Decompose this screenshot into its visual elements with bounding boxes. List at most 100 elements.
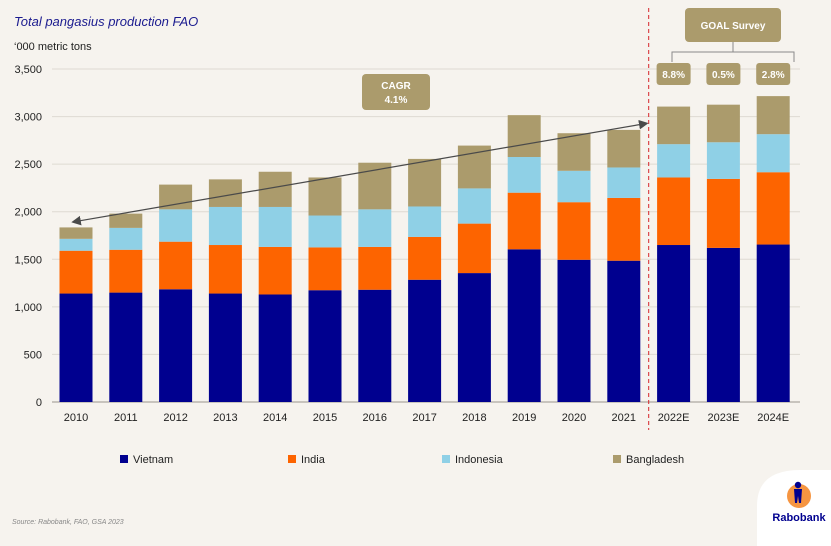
- x-tick-label: 2011: [114, 412, 138, 424]
- x-tick-label: 2024E: [757, 412, 789, 424]
- bar-bangladesh-2012: [159, 184, 193, 210]
- bar-bangladesh-2022E: [657, 106, 691, 145]
- legend: Vietnam India Indonesia Bangladesh: [120, 454, 684, 466]
- bar-bangladesh-2023E: [706, 104, 740, 143]
- goal-survey-label: GOAL Survey: [701, 21, 766, 32]
- x-tick-label: 2010: [64, 412, 88, 424]
- bar-bangladesh-2010: [59, 227, 93, 239]
- legend-swatch: [120, 455, 128, 463]
- y-tick-label: 1,000: [14, 302, 42, 314]
- bar-india-2015: [308, 247, 342, 291]
- bar-indonesia-2014: [258, 206, 292, 247]
- bar-bangladesh-2019: [507, 115, 541, 158]
- bar-indonesia-2022E: [657, 144, 691, 178]
- bar-india-2017: [408, 236, 442, 280]
- bar-bangladesh-2015: [308, 177, 342, 216]
- cagr-trend-arrow: [71, 119, 649, 226]
- bar-india-2020: [557, 202, 591, 260]
- x-tick-label: 2022E: [658, 412, 690, 424]
- annotation-layer: CAGR 4.1% GOAL Survey 8.8% 0.5% 2.8%: [71, 8, 795, 430]
- bar-vietnam-2011: [109, 292, 143, 402]
- bar-vietnam-2019: [507, 249, 541, 402]
- bar-india-2013: [208, 245, 242, 294]
- growth-label: 0.5%: [712, 70, 735, 81]
- growth-badge-2022E: 8.8%: [656, 63, 691, 85]
- y-tick-label: 1,500: [14, 254, 42, 266]
- bar-india-2016: [358, 246, 392, 290]
- bar-india-2014: [258, 246, 292, 295]
- legend-swatch: [288, 455, 296, 463]
- bar-vietnam-2010: [59, 293, 93, 402]
- bar-india-2019: [507, 192, 541, 250]
- bar-indonesia-2024E: [756, 134, 790, 173]
- bar-bangladesh-2011: [109, 213, 143, 228]
- legend-item-india: India: [288, 454, 326, 466]
- growth-badge-2024E: 2.8%: [756, 63, 791, 85]
- bar-india-2021: [607, 197, 641, 261]
- y-tick-label: 2,000: [14, 207, 42, 219]
- bar-india-2022E: [657, 177, 691, 246]
- bar-vietnam-2014: [258, 294, 292, 402]
- bars-layer: 2010 2011 2012 2013 2014 2015 2016 2017 2018 2019…: [59, 96, 790, 424]
- y-tick-label: 2,500: [14, 159, 42, 171]
- legend-item-indonesia: Indonesia: [442, 454, 504, 466]
- bar-india-2018: [457, 223, 491, 274]
- legend-label: India: [301, 454, 326, 466]
- cagr-label: CAGR: [381, 81, 411, 92]
- bar-india-2023E: [706, 178, 740, 248]
- bar-vietnam-2013: [208, 293, 242, 402]
- legend-swatch: [613, 455, 621, 463]
- cagr-badge: CAGR 4.1%: [362, 74, 430, 110]
- bar-indonesia-2010: [59, 238, 93, 251]
- bar-vietnam-2012: [159, 289, 193, 402]
- bar-bangladesh-2024E: [756, 96, 790, 135]
- y-tick-label: 500: [24, 349, 42, 361]
- bar-vietnam-2021: [607, 260, 641, 402]
- x-tick-label: 2020: [562, 412, 586, 424]
- y-tick-label: 0: [36, 397, 42, 409]
- growth-badge-2023E: 0.5%: [706, 63, 741, 85]
- bar-indonesia-2020: [557, 170, 591, 203]
- bar-india-2024E: [756, 172, 790, 245]
- bar-vietnam-2022E: [657, 245, 691, 402]
- bar-india-2011: [109, 249, 143, 293]
- bar-vietnam-2020: [557, 259, 591, 402]
- bar-india-2012: [159, 241, 193, 290]
- x-tick-label: 2016: [363, 412, 387, 424]
- bar-vietnam-2015: [308, 290, 342, 402]
- legend-item-bangladesh: Bangladesh: [613, 454, 684, 466]
- bar-bangladesh-2020: [557, 133, 591, 171]
- growth-label: 2.8%: [762, 70, 785, 81]
- x-tick-label: 2023E: [707, 412, 739, 424]
- cagr-value: 4.1%: [385, 95, 408, 106]
- goal-bracket: [671, 42, 795, 62]
- x-tick-label: 2021: [612, 412, 636, 424]
- x-tick-label: 2019: [512, 412, 536, 424]
- bar-bangladesh-2021: [607, 129, 641, 168]
- bar-vietnam-2016: [358, 289, 392, 402]
- bar-vietnam-2018: [457, 273, 491, 402]
- bar-indonesia-2019: [507, 157, 541, 193]
- bar-indonesia-2011: [109, 227, 143, 250]
- legend-swatch: [442, 455, 450, 463]
- bar-indonesia-2012: [159, 209, 193, 242]
- x-tick-label: 2017: [412, 412, 436, 424]
- bar-indonesia-2013: [208, 206, 242, 246]
- bar-indonesia-2023E: [706, 142, 740, 179]
- goal-survey-badge: GOAL Survey: [685, 8, 781, 42]
- x-tick-label: 2018: [462, 412, 486, 424]
- rabobank-logo: Rabobank: [757, 470, 831, 546]
- bar-indonesia-2015: [308, 215, 342, 248]
- y-tick-label: 3,000: [14, 112, 42, 124]
- x-tick-label: 2015: [313, 412, 337, 424]
- chart-title: Total pangasius production FAO: [14, 14, 198, 29]
- bar-vietnam-2024E: [756, 244, 790, 402]
- x-tick-label: 2013: [213, 412, 237, 424]
- x-tick-label: 2012: [163, 412, 187, 424]
- legend-label: Indonesia: [455, 454, 504, 466]
- bar-indonesia-2018: [457, 188, 491, 224]
- legend-item-vietnam: Vietnam: [120, 454, 173, 466]
- legend-label: Vietnam: [133, 454, 173, 466]
- bar-indonesia-2016: [358, 209, 392, 247]
